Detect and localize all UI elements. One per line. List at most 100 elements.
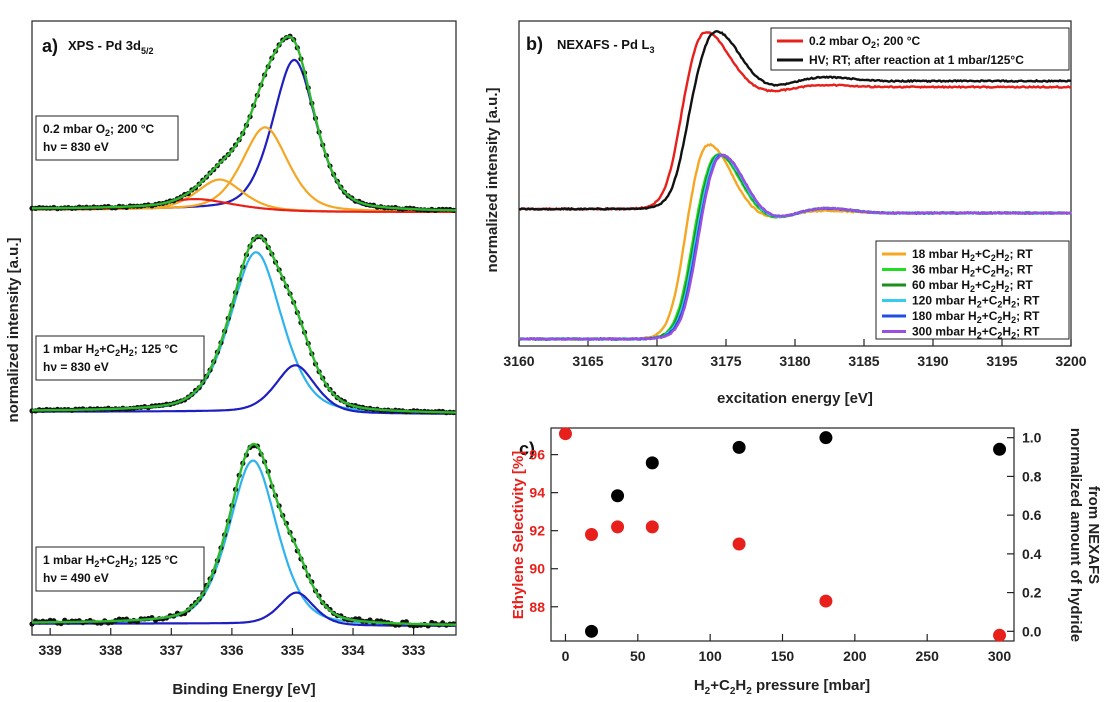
condition-1-line1: 0.2 mbar O2; 200 °C — [43, 122, 155, 138]
panel-c-xtick-label: 100 — [698, 648, 722, 664]
panel-c-xtick-label: 50 — [630, 648, 646, 664]
selectivity-point — [558, 427, 572, 441]
panel-b-bottom-curve-6 — [518, 153, 1072, 341]
panel-b-xtick-label: 3180 — [779, 353, 810, 369]
panel-b-xtick-label: 3200 — [1055, 353, 1086, 369]
selectivity-point — [611, 520, 625, 534]
condition-box-1: 0.2 mbar O2; 200 °C hν = 830 eV — [35, 115, 179, 161]
panel-c-points — [558, 427, 1007, 642]
panel-a-envelope-2 — [32, 234, 456, 414]
panel-c-ylabel-right-2: from NEXAFS — [1085, 486, 1102, 584]
panel-a-component-3-1 — [32, 459, 456, 627]
panel-c-ytick-right-label: 1.0 — [1022, 430, 1042, 446]
hydride-point — [732, 440, 746, 454]
panel-a-xtick-label: 339 — [38, 642, 62, 658]
panel-a-title: XPS - Pd 3d5/2 — [68, 38, 153, 56]
panel-b-ylabel: normalized intensity [a.u.] — [484, 87, 501, 272]
panel-a-title-main: XPS - Pd 3d — [68, 38, 141, 53]
selectivity-point — [819, 594, 833, 608]
condition-3-line1: 1 mbar H2+C2H2; 125 °C — [43, 553, 178, 569]
hydride-point — [645, 456, 659, 470]
panel-a-envelope-1 — [32, 35, 456, 212]
condition-3-line2: hν = 490 eV — [43, 571, 109, 585]
legend-bottom-label-3: 60 mbar H2+C2H2; RT — [912, 278, 1033, 294]
panel-b-title-sub: 3 — [649, 45, 654, 55]
selectivity-point — [993, 628, 1007, 642]
panel-c-xtick-label: 0 — [562, 648, 570, 664]
panel-c-xtick-label: 200 — [843, 648, 867, 664]
panel-c-ylabel-right-1: normalized amount of hydride — [1067, 428, 1084, 642]
panel-a-component-2-2 — [32, 364, 456, 415]
panel-a-xtick-label: 336 — [220, 642, 244, 658]
panel-c-ytick-right-label: 0.8 — [1022, 468, 1042, 484]
panel-c-ytick-right-label: 0.0 — [1022, 623, 1042, 639]
legend-bottom-label-4: 120 mbar H2+C2H2; RT — [912, 294, 1040, 310]
condition-2-line2: hν = 830 eV — [43, 360, 109, 374]
condition-2-line1: 1 mbar H2+C2H2; 125 °C — [43, 342, 178, 358]
panel-b-xtick-label: 3195 — [986, 353, 1017, 369]
panel-c-ytick-left-label: 94 — [529, 485, 545, 501]
panel-b-top-curve-2 — [518, 29, 1072, 212]
panel-b-xtick-label: 3185 — [848, 353, 879, 369]
panel-b: b) NEXAFS - Pd L3 3160 3165 3170 3175 3180 31… — [484, 20, 1087, 407]
hydride-point — [819, 431, 833, 445]
panel-c-xtick-label: 150 — [771, 648, 795, 664]
panel-a-component-2-1 — [31, 251, 456, 414]
panel-a-xlabel: Binding Energy [eV] — [172, 681, 315, 698]
panel-b-xtick-label: 3175 — [710, 353, 741, 369]
panel-c-ytick-right-label: 0.2 — [1022, 585, 1042, 601]
condition-box-3: 1 mbar H2+C2H2; 125 °C hν = 490 eV — [35, 546, 205, 592]
panel-b-curves — [518, 29, 1072, 342]
legend-bottom-label-2: 36 mbar H2+C2H2; RT — [912, 263, 1033, 279]
panel-a-curves — [29, 33, 457, 629]
hydride-point — [585, 624, 599, 638]
panel-a-xtick-label: 338 — [99, 642, 123, 658]
selectivity-point — [645, 520, 659, 534]
panel-b-title-main: NEXAFS - Pd L — [557, 37, 650, 52]
panel-a-x-ticks: 339 338 337 336 335 334 333 — [38, 628, 425, 658]
panel-c-ytick-left-label: 88 — [529, 599, 545, 615]
legend-top-label-2: HV; RT; after reaction at 1 mbar/125°C — [809, 53, 1024, 67]
panel-c-ticks: 0 50 100 150 200 250 300 88 90 92 94 96 0.0 0.2 0.4 0.6… — [529, 430, 1041, 664]
legend-bottom-label-1: 18 mbar H2+C2H2; RT — [912, 247, 1033, 263]
hydride-point — [611, 489, 625, 503]
panel-c-frame — [550, 427, 1015, 642]
panel-a-ylabel: normalized intensity [a.u.] — [5, 237, 22, 422]
panel-a-xtick-label: 333 — [402, 642, 426, 658]
panel-c-ytick-left-label: 96 — [529, 447, 545, 463]
panel-c-xtick-label: 300 — [988, 648, 1012, 664]
panel-c-ylabel-left: Ethylene Selectivity [%] — [510, 451, 527, 619]
panel-a-title-sub: 5/2 — [141, 46, 154, 56]
selectivity-point — [585, 528, 599, 541]
legend-bottom-label-6: 300 mbar H2+C2H2; RT — [912, 325, 1040, 341]
panel-b-xlabel: excitation energy [eV] — [717, 390, 873, 407]
panel-b-xtick-label: 3160 — [503, 353, 534, 369]
panel-a-xtick-label: 334 — [341, 642, 365, 658]
panel-c-xlabel: H2+C2H2 pressure [mbar] — [694, 677, 870, 697]
panel-a-envelope-3 — [32, 442, 456, 626]
panel-c-ytick-right-label: 0.6 — [1022, 507, 1042, 523]
panel-a-xtick-label: 337 — [160, 642, 184, 658]
panel-b-x-ticks: 3160 3165 3170 3175 3180 3185 3190 3195 3200 — [503, 339, 1087, 369]
panel-c-xtick-label: 250 — [916, 648, 940, 664]
hydride-point — [993, 442, 1007, 456]
legend-bottom-label-5: 180 mbar H2+C2H2; RT — [912, 309, 1040, 325]
condition-box-2: 1 mbar H2+C2H2; 125 °C hν = 830 eV — [35, 335, 205, 381]
panel-a: a) XPS - Pd 3d5/2 339 338 337 336 335 334 333 … — [5, 20, 457, 698]
panel-b-xtick-label: 3190 — [917, 353, 948, 369]
panel-c: c) 0 50 100 150 200 250 300 88 90 92 94 96 0.0 0.2 0.4… — [510, 427, 1102, 697]
panel-c-ytick-left-label: 92 — [529, 523, 545, 539]
panel-a-label: a) — [42, 36, 58, 56]
panel-c-ytick-right-label: 0.4 — [1022, 546, 1042, 562]
panel-b-label: b) — [526, 34, 543, 54]
panel-c-label: c) — [519, 439, 535, 459]
panel-b-title: NEXAFS - Pd L3 — [557, 37, 654, 55]
panel-b-xtick-label: 3170 — [641, 353, 672, 369]
panel-c-ytick-left-label: 90 — [529, 561, 545, 577]
selectivity-point — [732, 537, 746, 551]
legend-top: 0.2 mbar O2; 200 °C HV; RT; after reacti… — [770, 27, 1070, 71]
legend-top-label-1: 0.2 mbar O2; 200 °C — [809, 34, 921, 50]
condition-1-line2: hν = 830 eV — [43, 140, 109, 154]
